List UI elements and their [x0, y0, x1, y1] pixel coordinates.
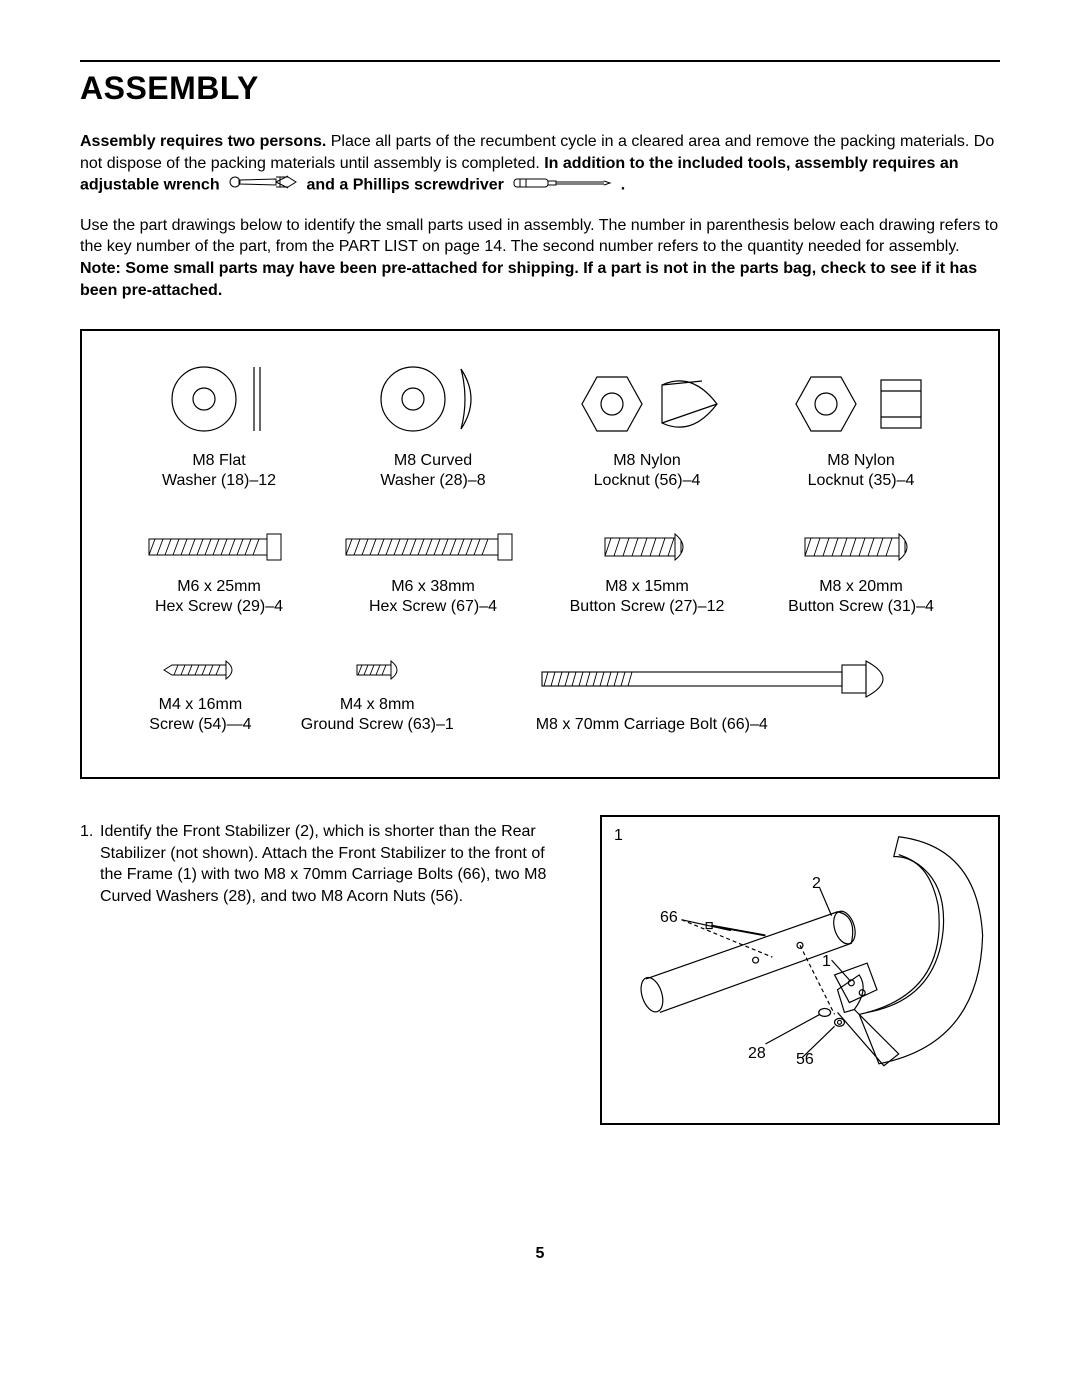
title-rule	[80, 60, 1000, 62]
step-number: 1.	[80, 821, 100, 843]
part-m6x38-hex-screw: M6 x 38mm Hex Screw (67)–4	[326, 529, 540, 617]
part-m8-nylon-locknut-35: M8 Nylon Locknut (35)–4	[754, 369, 968, 491]
part-label-line2: Locknut (56)–4	[540, 471, 754, 491]
page: ASSEMBLY Assembly requires two persons. …	[0, 0, 1080, 1303]
part-label-line1: M8 Curved	[326, 451, 540, 471]
part-label-line1: M8 x 15mm	[540, 577, 754, 597]
part-label-line1: M4 x 8mm	[289, 695, 466, 715]
section-title: ASSEMBLY	[80, 70, 1000, 107]
parts-row-1: M8 Flat Washer (18)–12 M8 Curved Washer …	[112, 359, 968, 491]
intro-bold-lead: Assembly requires two persons.	[80, 133, 326, 150]
part-label-line1: M8 Nylon	[754, 451, 968, 471]
intro-bold-c: and a Phillips screwdriver	[302, 177, 508, 194]
curved-washer-icon	[363, 359, 503, 439]
part-label-line2: Hex Screw (67)–4	[326, 597, 540, 617]
part-m8-flat-washer: M8 Flat Washer (18)–12	[112, 359, 326, 491]
hex-screw-25-icon	[139, 529, 299, 565]
callout-2: 2	[812, 875, 821, 893]
part-label-line1: M8 Nylon	[540, 451, 754, 471]
intro-paragraph: Assembly requires two persons. Place all…	[80, 131, 1000, 197]
part-label-line1: M8 x 20mm	[754, 577, 968, 597]
part-label-line2: Hex Screw (29)–4	[112, 597, 326, 617]
carriage-bolt-icon	[536, 655, 916, 703]
part-label-line2: Washer (28)–8	[326, 471, 540, 491]
identification-paragraph: Use the part drawings below to identify …	[80, 215, 1000, 301]
part-m4x8-ground-screw: M4 x 8mm Ground Screw (63)–1	[289, 657, 466, 735]
callout-1: 1	[822, 953, 831, 971]
para2-b: Note: Some small parts may have been pre…	[80, 260, 977, 299]
step-1-diagram	[602, 817, 998, 1123]
para2-a: Use the part drawings below to identify …	[80, 217, 998, 256]
parts-row-3: M4 x 16mm Screw (54)—4 M4 x 8mm Ground S…	[112, 655, 968, 735]
part-m8x20-button-screw: M8 x 20mm Button Screw (31)–4	[754, 529, 968, 617]
figure-step-number: 1	[614, 827, 623, 845]
hex-screw-38-icon	[338, 529, 528, 565]
step-1: 1.Identify the Front Stabilizer (2), whi…	[80, 815, 1000, 1125]
part-m6x25-hex-screw: M6 x 25mm Hex Screw (29)–4	[112, 529, 326, 617]
acorn-nut-icon	[562, 369, 732, 439]
page-number: 5	[80, 1245, 1000, 1263]
part-m4x16-screw: M4 x 16mm Screw (54)—4	[112, 657, 289, 735]
adjustable-wrench-icon	[228, 174, 298, 197]
step-1-figure: 1 2 66 1 28 56	[600, 815, 1000, 1125]
part-label-line2: Ground Screw (63)–1	[289, 715, 466, 735]
part-m8-nylon-locknut-56: M8 Nylon Locknut (56)–4	[540, 369, 754, 491]
part-label-line1: M8 Flat	[112, 451, 326, 471]
part-label-line2: Button Screw (27)–12	[540, 597, 754, 617]
ground-screw-icon	[337, 657, 417, 683]
phillips-screwdriver-icon	[512, 175, 612, 197]
button-screw-15-icon	[587, 529, 707, 565]
part-label-line2: Screw (54)—4	[112, 715, 289, 735]
callout-66: 66	[660, 909, 678, 927]
part-m8-curved-washer: M8 Curved Washer (28)–8	[326, 359, 540, 491]
flat-washer-icon	[154, 359, 284, 439]
parts-row-2: M6 x 25mm Hex Screw (29)–4 M6 x 38mm Hex…	[112, 529, 968, 617]
part-label-line1: M6 x 25mm	[112, 577, 326, 597]
step-1-body: Identify the Front Stabilizer (2), which…	[100, 823, 546, 905]
intro-bold-d: .	[616, 177, 625, 194]
part-label-line1: M4 x 16mm	[112, 695, 289, 715]
part-m8x70-carriage-bolt: M8 x 70mm Carriage Bolt (66)–4	[466, 655, 968, 735]
part-label-line1: M6 x 38mm	[326, 577, 540, 597]
part-m8x15-button-screw: M8 x 15mm Button Screw (27)–12	[540, 529, 754, 617]
part-label-line2: Washer (18)–12	[112, 471, 326, 491]
callout-56: 56	[796, 1051, 814, 1069]
callout-28: 28	[748, 1045, 766, 1063]
button-screw-20-icon	[791, 529, 931, 565]
hex-nut-icon	[776, 369, 946, 439]
screw-16-icon	[150, 657, 250, 683]
part-label-line2: Locknut (35)–4	[754, 471, 968, 491]
part-label-line2: Button Screw (31)–4	[754, 597, 968, 617]
parts-identification-box: M8 Flat Washer (18)–12 M8 Curved Washer …	[80, 329, 1000, 779]
part-label-line1: M8 x 70mm Carriage Bolt (66)–4	[536, 715, 968, 735]
step-1-text: 1.Identify the Front Stabilizer (2), whi…	[80, 815, 570, 1125]
